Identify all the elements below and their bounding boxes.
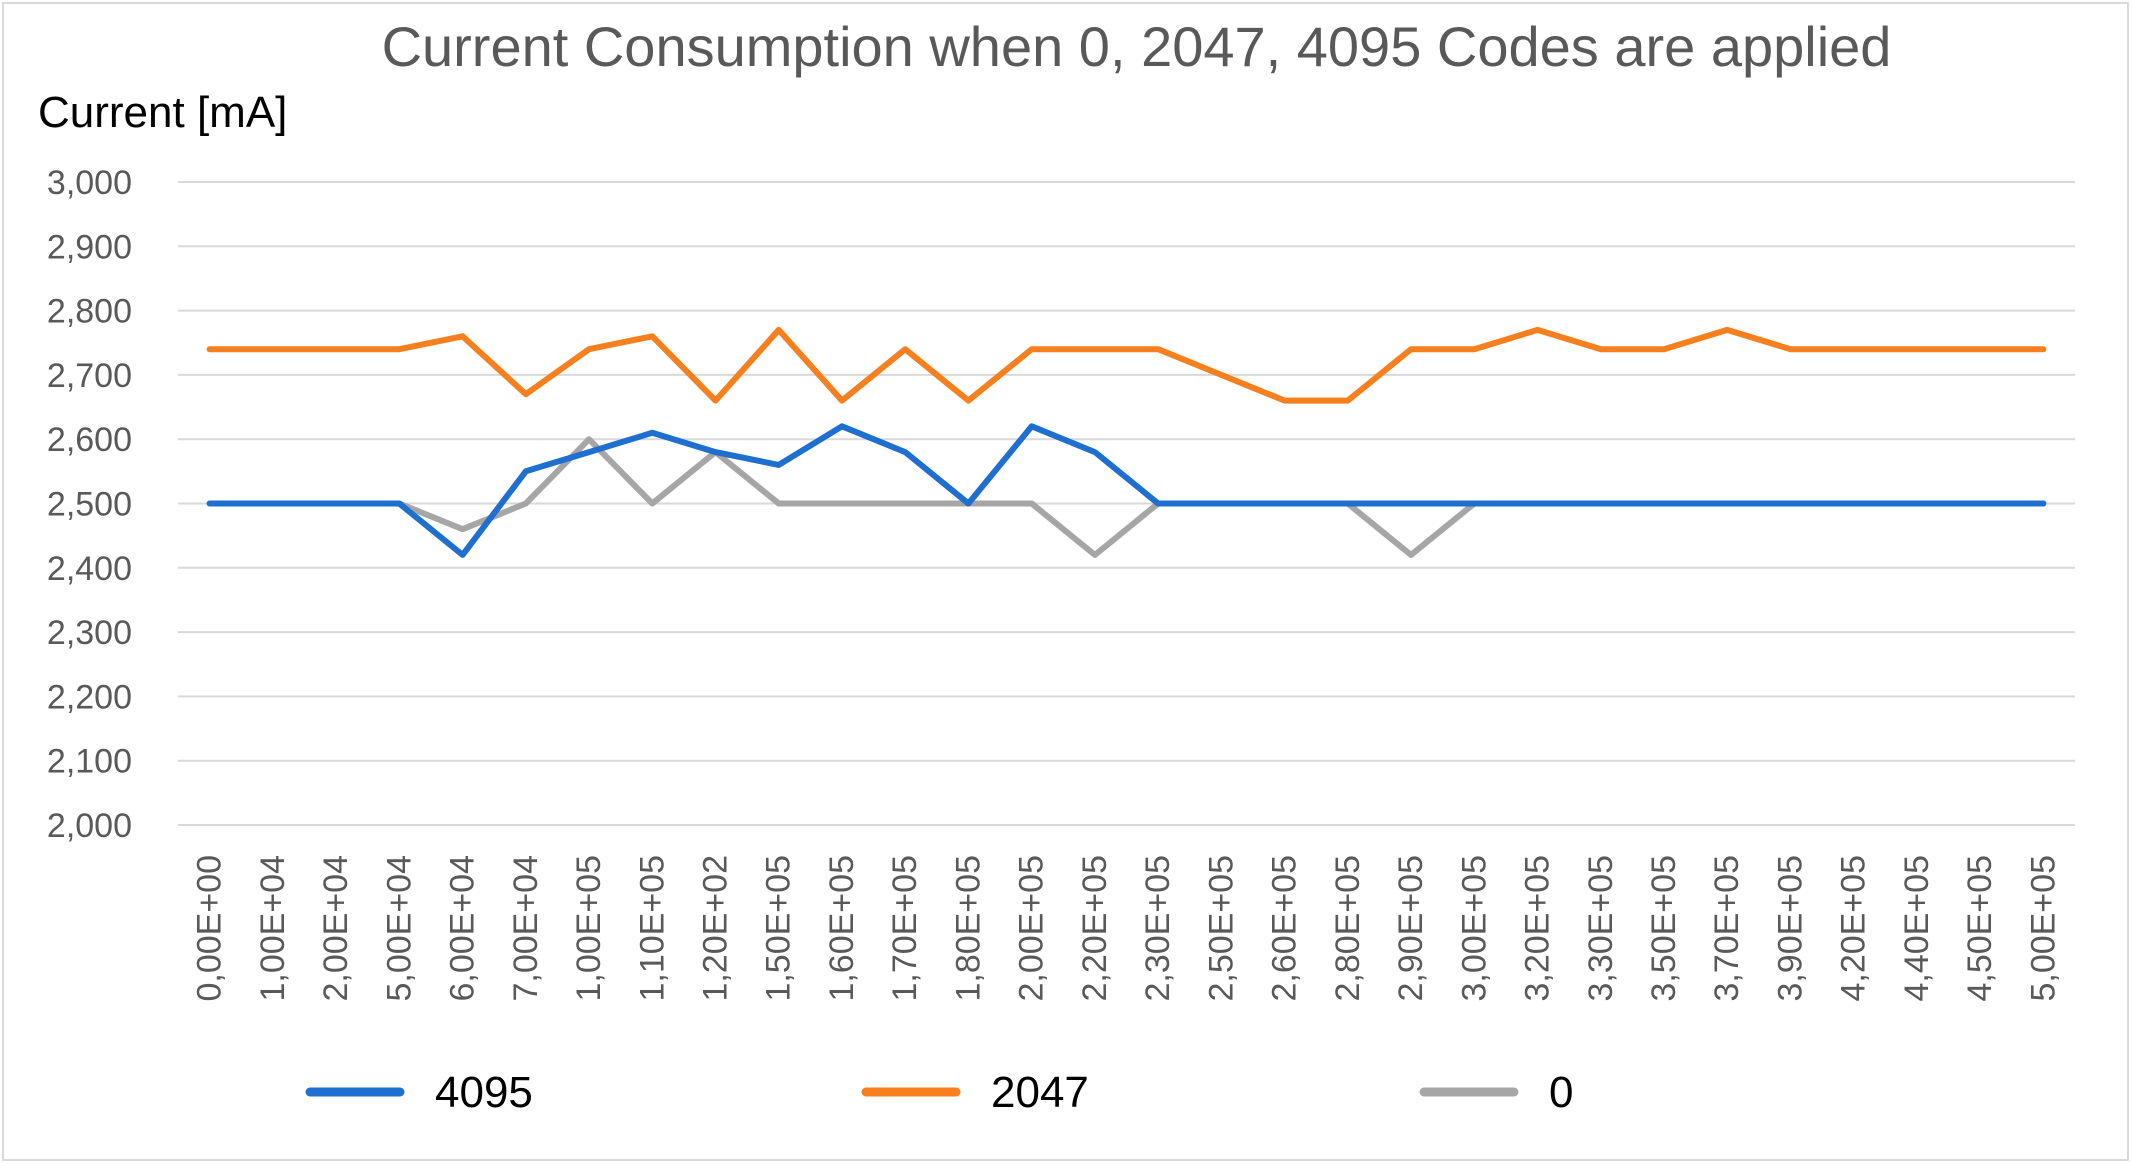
x-tick-label: 5,00E+05: [2024, 855, 2062, 1002]
x-tick-label: 3,90E+05: [1771, 855, 1809, 1002]
legend: 4095 2047 0: [305, 1068, 1573, 1117]
x-tick-label: 4,40E+05: [1898, 855, 1936, 1002]
y-tick-label: 2,200: [47, 678, 132, 716]
series-line-4095: [206, 423, 2047, 558]
y-tick-label: 2,800: [47, 293, 132, 331]
x-tick-label: 1,80E+05: [949, 855, 987, 1002]
legend-label-4095: 4095: [435, 1068, 533, 1117]
gridlines: [178, 181, 2075, 826]
series-line-2047: [206, 326, 2047, 404]
x-tick-label: 3,70E+05: [1708, 855, 1746, 1002]
x-tick-label: 2,50E+05: [1202, 855, 1240, 1002]
x-tick-label: 1,50E+05: [760, 855, 798, 1002]
x-tick-label: 1,70E+05: [886, 855, 924, 1002]
y-tick-label: 2,600: [47, 421, 132, 459]
x-tick-label: 2,20E+05: [1076, 855, 1114, 1002]
x-tick-label: 0,00E+00: [191, 855, 229, 1002]
x-tick-label: 2,30E+05: [1139, 855, 1177, 1002]
x-tick-label: 6,00E+04: [444, 855, 482, 1002]
x-tick-label: 3,50E+05: [1645, 855, 1683, 1002]
x-tick-label: 3,20E+05: [1519, 855, 1557, 1002]
series-lines: [206, 326, 2047, 558]
x-tick-label: 5,00E+04: [380, 855, 418, 1002]
y-tick-label: 2,100: [47, 743, 132, 781]
x-tick-label: 2,00E+04: [317, 855, 355, 1002]
legend-label-2047: 2047: [991, 1068, 1089, 1117]
y-axis-label: Current [mA]: [38, 88, 288, 137]
y-tick-label: 2,900: [47, 228, 132, 266]
x-tick-label: 1,20E+02: [696, 855, 734, 1002]
y-tick-label: 2,500: [47, 486, 132, 524]
chart-title: Current Consumption when 0, 2047, 4095 C…: [381, 15, 1892, 78]
x-tick-label: 2,00E+05: [1013, 855, 1051, 1002]
x-tick-label: 2,80E+05: [1329, 855, 1367, 1002]
x-tick-label: 3,30E+05: [1582, 855, 1620, 1002]
x-tick-label: 4,20E+05: [1835, 855, 1873, 1002]
x-tick-label: 2,60E+05: [1266, 855, 1304, 1002]
x-tick-label: 1,10E+05: [633, 855, 671, 1002]
y-tick-label: 2,300: [47, 614, 132, 652]
x-tick-label: 4,50E+05: [1961, 855, 1999, 1002]
x-tick-label: 1,60E+05: [823, 855, 861, 1002]
x-tick-label: 1,00E+05: [570, 855, 608, 1002]
series-line-0: [206, 436, 2047, 558]
x-tick-label: 7,00E+04: [507, 855, 545, 1002]
x-tick-labels: 0,00E+00 1,00E+04 2,00E+04 5,00E+04 6,00E+04…: [191, 855, 2063, 1002]
y-tick-label: 3,000: [47, 164, 132, 202]
x-tick-label: 1,00E+04: [254, 855, 292, 1002]
y-tick-label: 2,000: [47, 807, 132, 845]
x-tick-label: 3,00E+05: [1455, 855, 1493, 1002]
x-tick-label: 2,90E+05: [1392, 855, 1430, 1002]
y-tick-label: 2,400: [47, 550, 132, 588]
y-tick-labels: 3,000 2,900 2,800 2,700 2,600 2,500 2,400 2,300…: [47, 164, 132, 845]
y-tick-label: 2,700: [47, 357, 132, 395]
legend-label-0: 0: [1549, 1068, 1573, 1117]
